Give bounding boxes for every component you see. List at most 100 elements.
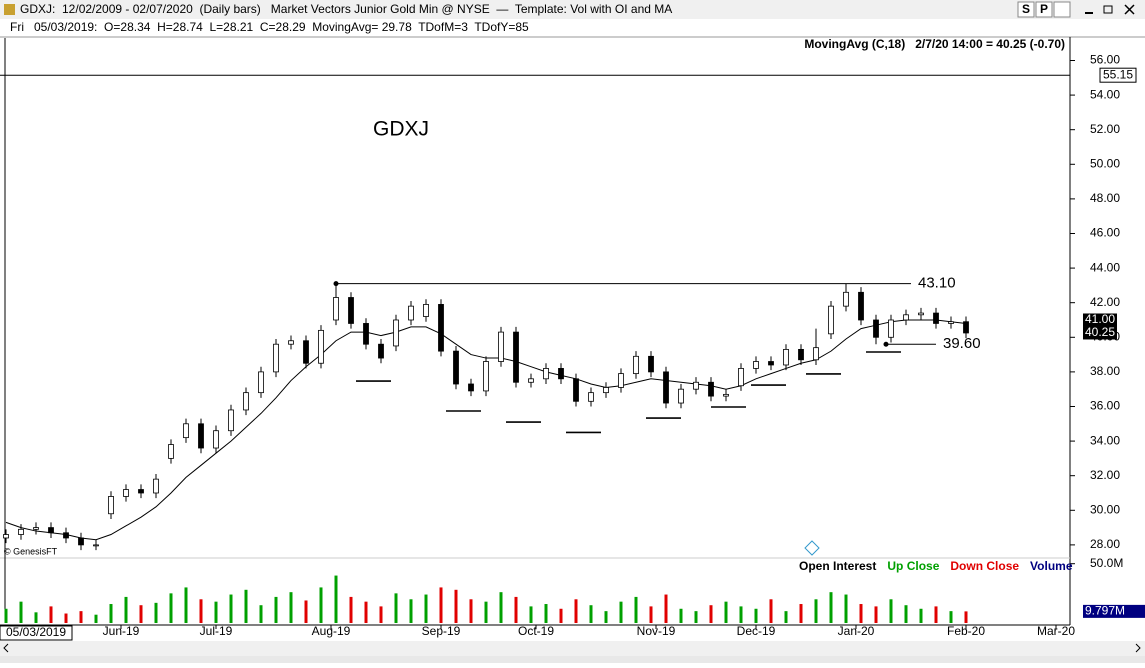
y-tick-label: 46.00 [1090, 226, 1120, 240]
volume-bar [409, 599, 413, 623]
x-tick-label: Dec-19 [737, 624, 776, 638]
volume-bar [574, 599, 578, 623]
candle-body [603, 387, 609, 394]
volume-bar [709, 605, 713, 623]
volume-bar [319, 587, 323, 623]
candle-body [843, 291, 849, 307]
candle-body [93, 544, 99, 547]
y-tick-label: 34.00 [1090, 433, 1120, 447]
volume-bar [19, 601, 23, 623]
volume-bar [439, 587, 443, 623]
restore-button[interactable] [1103, 5, 1113, 14]
volume-bar [94, 614, 98, 623]
button-p[interactable] [1035, 1, 1053, 18]
candle-body [768, 361, 774, 366]
volume-bar [514, 596, 518, 623]
candle-body [468, 383, 474, 392]
volume-bar [829, 592, 833, 623]
button-print[interactable] [1053, 1, 1071, 18]
scroll-left[interactable] [3, 643, 9, 653]
info-text: 05/03/2019: O=28.34 H=28.74 L=28.21 C=28… [34, 20, 529, 34]
candle-body [393, 319, 399, 347]
candle-body [63, 532, 69, 539]
volume-bar [244, 589, 248, 623]
candle-body [3, 534, 9, 539]
volume-bar [64, 613, 68, 623]
volume-bar [484, 601, 488, 623]
legend-entry: Down Close [950, 559, 1019, 573]
price-box-label: 41.00 [1085, 312, 1115, 326]
candle-body [78, 537, 84, 546]
candle-body [903, 314, 909, 321]
volume-bar [424, 594, 428, 623]
candle-body [258, 371, 264, 394]
volume-bar [784, 611, 788, 623]
volume-bar [859, 604, 863, 623]
volume-bar [529, 606, 533, 623]
volume-bar [139, 605, 143, 623]
volume-bar [154, 602, 158, 623]
y-tick-label: 50.00 [1090, 156, 1120, 170]
candle-body [558, 368, 564, 380]
candle-body [543, 368, 549, 380]
candle-body [963, 321, 969, 334]
x-tick-label: Sep-19 [422, 624, 461, 638]
volume-bar [349, 596, 353, 623]
candle-body [858, 291, 864, 321]
y-tick-label: 42.00 [1090, 295, 1120, 309]
x-tick-label: Feb-20 [947, 624, 985, 638]
candle-body [168, 444, 174, 459]
candle-body [633, 355, 639, 375]
volume-bar [469, 599, 473, 623]
candle-body [783, 348, 789, 366]
y-tick-label: 38.00 [1090, 364, 1120, 378]
x-tick-label: Aug-19 [312, 624, 351, 638]
volume-bar [679, 608, 683, 623]
volume-bar [499, 592, 503, 623]
x-tick-label: Mar-20 [1037, 624, 1075, 638]
volume-bar [589, 605, 593, 623]
y-tick-label: 52.00 [1090, 122, 1120, 136]
candle-body [693, 381, 699, 390]
x-tick-label: Oct-19 [518, 624, 554, 638]
price-box [1083, 313, 1117, 327]
scrollbar[interactable] [0, 641, 1145, 656]
trendline-dot [883, 341, 889, 347]
volume-bar [949, 611, 953, 623]
volume-bar [364, 601, 368, 623]
candle-body [573, 378, 579, 402]
moving-average [5, 319, 967, 541]
candle-body [483, 361, 489, 392]
candle-body [378, 343, 384, 359]
volume-bar [724, 601, 728, 623]
candle-body [153, 478, 159, 494]
volume-bar [604, 611, 608, 623]
button-s[interactable] [1017, 1, 1035, 18]
candle-body [618, 373, 624, 388]
candle-body [948, 321, 954, 324]
candle-body [498, 331, 504, 362]
x-tick-label: Jul-19 [200, 624, 233, 638]
volume-bar [874, 606, 878, 623]
reference-label: 55.15 [1103, 67, 1133, 81]
volume-bar [559, 608, 563, 623]
volume-bar [694, 611, 698, 623]
y-tick-label: 30.00 [1090, 502, 1120, 516]
candle-body [678, 388, 684, 404]
close-button[interactable] [1124, 4, 1135, 15]
reference-box [1099, 67, 1137, 83]
info-bar [0, 19, 1145, 37]
candle-body [138, 489, 144, 494]
y-tick-label: 44.00 [1090, 260, 1120, 274]
volume-bar [664, 594, 668, 623]
scroll-right[interactable] [1135, 643, 1141, 653]
volume-readout-box [1083, 604, 1145, 618]
y-tick-label: 54.00 [1090, 87, 1120, 101]
price-box-label: 40.25 [1085, 325, 1115, 339]
candle-body [513, 331, 519, 383]
candle-body [708, 381, 714, 397]
volume-bar [169, 593, 173, 623]
candle-body [243, 392, 249, 411]
y-tick-label: 56.00 [1090, 53, 1120, 67]
